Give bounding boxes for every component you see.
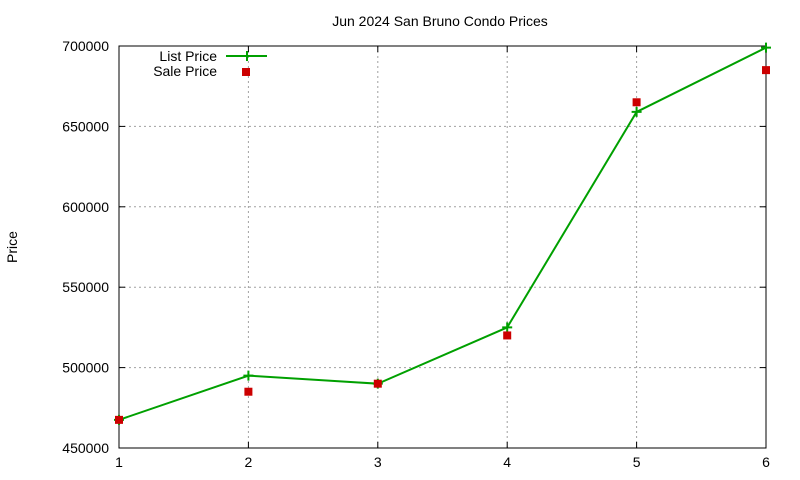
list-price-point bbox=[243, 370, 254, 381]
legend-label-sale-price: Sale Price bbox=[153, 63, 217, 79]
x-tick-label: 6 bbox=[762, 454, 770, 470]
legend-cross-icon bbox=[242, 51, 252, 61]
x-tick-label: 2 bbox=[245, 454, 253, 470]
y-tick-label: 550000 bbox=[62, 279, 109, 295]
sale-price-point bbox=[632, 98, 641, 107]
plot-frame bbox=[118, 45, 767, 449]
sale-price-point bbox=[115, 415, 123, 424]
list-price-line bbox=[118, 46, 767, 421]
list-price-point bbox=[502, 322, 513, 333]
y-tick-label: 450000 bbox=[62, 440, 109, 456]
x-tick-label: 1 bbox=[115, 454, 123, 470]
sale-price-point bbox=[373, 379, 382, 388]
x-tick-label: 5 bbox=[633, 454, 641, 470]
y-tick-label: 700000 bbox=[62, 38, 109, 54]
list-price-point bbox=[761, 42, 771, 53]
x-axis-ticks: 1 2 3 4 5 6 bbox=[115, 46, 770, 470]
sale-price-point bbox=[503, 331, 512, 340]
legend-label-list-price: List Price bbox=[159, 48, 217, 64]
x-tick-label: 4 bbox=[503, 454, 511, 470]
chart-title: Jun 2024 San Bruno Condo Prices bbox=[332, 13, 548, 29]
y-tick-label: 650000 bbox=[62, 118, 109, 134]
y-tick-label: 600000 bbox=[62, 199, 109, 215]
data-series bbox=[114, 42, 771, 425]
list-price-point bbox=[631, 106, 642, 117]
y-axis-ticks: 450000 500000 550000 600000 650000 700000 bbox=[62, 38, 766, 456]
legend: List Price Sale Price bbox=[153, 48, 267, 79]
y-tick-label: 500000 bbox=[62, 360, 109, 376]
y-axis-label: Price bbox=[4, 231, 20, 263]
legend-square-icon bbox=[242, 68, 250, 76]
sale-price-point bbox=[244, 387, 253, 396]
sale-price-point bbox=[762, 66, 770, 75]
x-tick-label: 3 bbox=[374, 454, 382, 470]
